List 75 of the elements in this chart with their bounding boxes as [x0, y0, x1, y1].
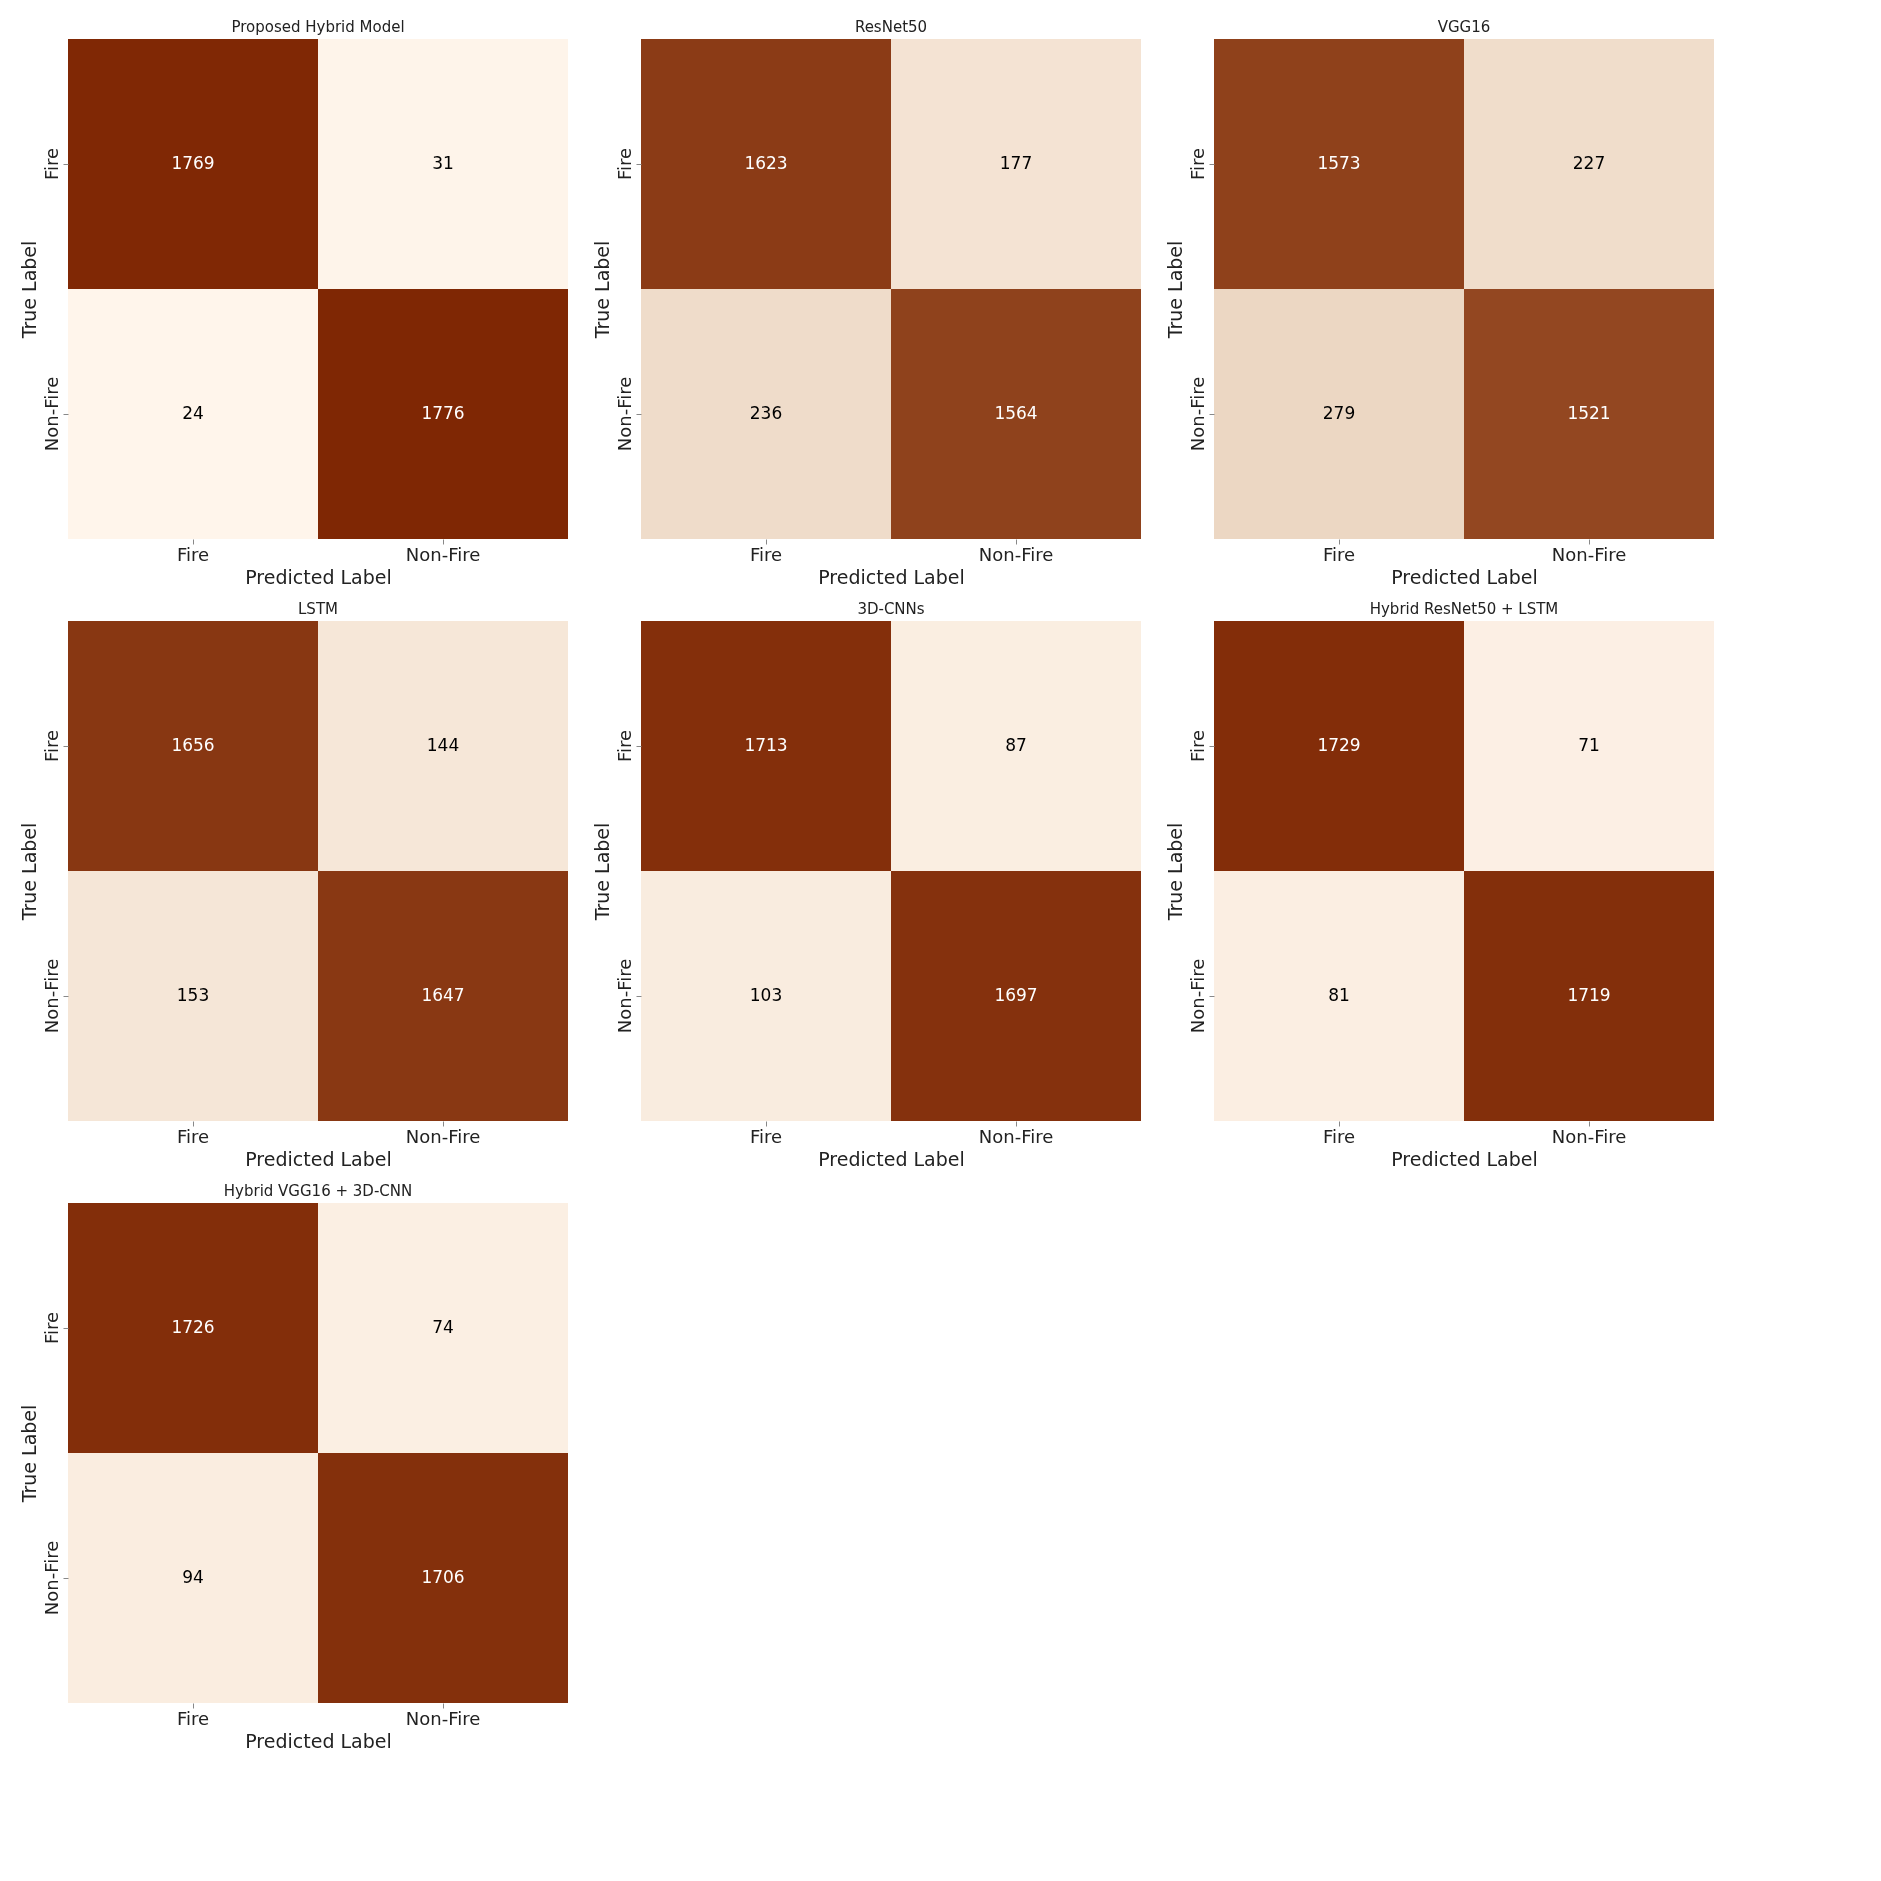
- x-tick-label: Fire: [749, 543, 783, 565]
- data-label: 1726: [171, 1317, 215, 1337]
- y-tick-label: Fire: [40, 147, 62, 181]
- y-tick-label: Non-Fire: [613, 958, 635, 1034]
- data-label: 1697: [994, 985, 1038, 1005]
- chart-title: LSTM: [298, 600, 338, 618]
- x-axis-title: Predicted Label: [818, 565, 965, 588]
- data-label: 31: [432, 153, 454, 173]
- chart-title: Proposed Hybrid Model: [231, 18, 405, 36]
- data-label: 1564: [994, 403, 1038, 423]
- chart-title: Hybrid VGG16 + 3D-CNN: [223, 1182, 413, 1200]
- x-tick-label: Non-Fire: [1551, 1125, 1627, 1147]
- data-label: 153: [176, 985, 210, 1005]
- y-tick-label: Non-Fire: [40, 958, 62, 1034]
- x-tick-label: Non-Fire: [405, 1125, 481, 1147]
- y-tick-label: Non-Fire: [40, 376, 62, 452]
- data-label: 1776: [421, 403, 465, 423]
- data-label: 1719: [1567, 985, 1611, 1005]
- x-tick-label: Non-Fire: [1551, 543, 1627, 565]
- x-tick-label: Fire: [176, 543, 210, 565]
- x-tick-label: Fire: [749, 1125, 783, 1147]
- y-axis-title: True Label: [17, 240, 40, 340]
- y-tick-label: Fire: [1186, 729, 1208, 763]
- data-label: 1713: [744, 735, 788, 755]
- data-label: 1647: [421, 985, 465, 1005]
- chart-title: 3D-CNNs: [857, 600, 925, 618]
- y-tick-label: Non-Fire: [1186, 376, 1208, 452]
- x-tick-label: Fire: [1322, 1125, 1356, 1147]
- data-label: 94: [182, 1567, 204, 1587]
- y-tick-label: Fire: [1186, 147, 1208, 181]
- data-label: 24: [182, 403, 204, 423]
- data-label: 1656: [171, 735, 215, 755]
- data-label: 71: [1578, 735, 1600, 755]
- chart-title: ResNet50: [854, 18, 928, 36]
- y-tick-label: Fire: [40, 1311, 62, 1345]
- x-tick-label: Non-Fire: [978, 1125, 1054, 1147]
- data-label: 1706: [421, 1567, 465, 1587]
- y-axis-title: True Label: [17, 822, 40, 922]
- data-label: 81: [1328, 985, 1350, 1005]
- y-axis-title: True Label: [1163, 822, 1186, 922]
- chart-title: VGG16: [1437, 18, 1491, 36]
- data-label: 1521: [1567, 403, 1611, 423]
- x-axis-title: Predicted Label: [818, 1147, 965, 1170]
- data-label: 144: [426, 735, 460, 755]
- data-label: 1623: [744, 153, 788, 173]
- x-axis-title: Predicted Label: [245, 565, 392, 588]
- x-axis-title: Predicted Label: [245, 1729, 392, 1752]
- data-label: 103: [749, 985, 783, 1005]
- y-tick-label: Fire: [613, 729, 635, 763]
- data-label: 236: [749, 403, 783, 423]
- data-label: 177: [999, 153, 1033, 173]
- data-label: 1573: [1317, 153, 1361, 173]
- y-tick-label: Non-Fire: [1186, 958, 1208, 1034]
- data-label: 1729: [1317, 735, 1361, 755]
- x-tick-label: Fire: [1322, 543, 1356, 565]
- data-label: 279: [1322, 403, 1356, 423]
- data-label: 1769: [171, 153, 215, 173]
- x-axis-title: Predicted Label: [1391, 1147, 1538, 1170]
- data-label: 227: [1572, 153, 1606, 173]
- y-axis-title: True Label: [17, 1404, 40, 1504]
- x-axis-title: Predicted Label: [1391, 565, 1538, 588]
- data-label: 74: [432, 1317, 454, 1337]
- y-tick-label: Non-Fire: [613, 376, 635, 452]
- y-axis-title: True Label: [1163, 240, 1186, 340]
- x-tick-label: Non-Fire: [978, 543, 1054, 565]
- chart-title: Hybrid ResNet50 + LSTM: [1369, 600, 1559, 618]
- y-axis-title: True Label: [590, 822, 613, 922]
- y-tick-label: Fire: [613, 147, 635, 181]
- x-tick-label: Non-Fire: [405, 543, 481, 565]
- x-axis-title: Predicted Label: [245, 1147, 392, 1170]
- data-label: 87: [1005, 735, 1027, 755]
- x-tick-label: Fire: [176, 1125, 210, 1147]
- y-tick-label: Non-Fire: [40, 1540, 62, 1616]
- y-tick-label: Fire: [40, 729, 62, 763]
- y-axis-title: True Label: [590, 240, 613, 340]
